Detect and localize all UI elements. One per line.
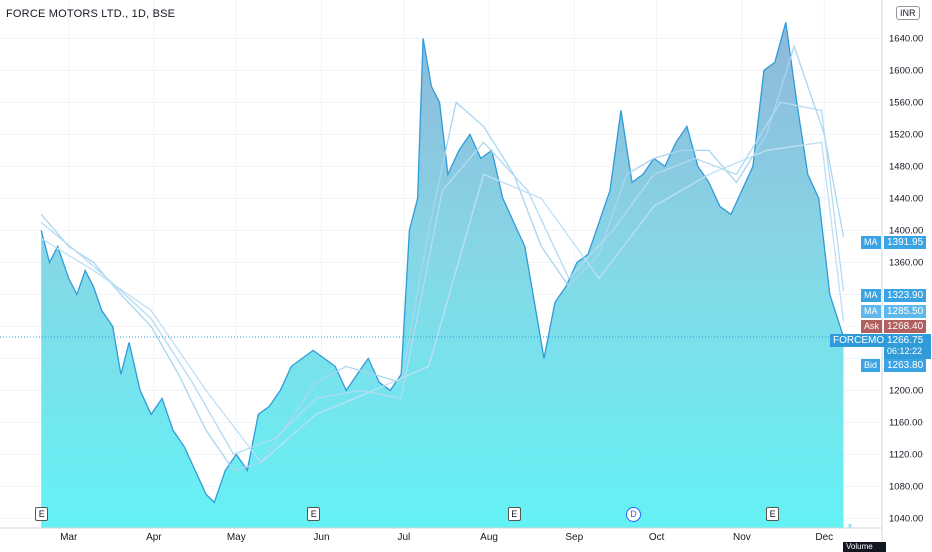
bid-value-tag: 1263.80 (884, 359, 927, 372)
time-tick-label: Nov (733, 532, 751, 543)
price-line (40, 22, 845, 504)
price-tick-label: 1040.00 (889, 513, 923, 524)
time-tick-label: Sep (565, 532, 583, 543)
ask-label: Ask (864, 321, 880, 331)
time-tick-label: Mar (60, 532, 78, 543)
time-tick-label: Jun (313, 532, 329, 543)
time-tick-label: Oct (649, 532, 665, 543)
ma-tag-label: MA (864, 237, 878, 247)
price-tick-label: 1400.00 (889, 225, 923, 236)
ma-tag: MA (861, 305, 881, 318)
price-area-fill (41, 22, 844, 529)
earnings-icon[interactable]: E (507, 507, 521, 521)
ask-value-tag: 1268.40 (884, 320, 927, 333)
bid-tag: Bid (861, 359, 881, 372)
price-area (40, 22, 845, 529)
currency-button[interactable]: INR (896, 6, 920, 20)
ma-value-tag: 1285.50 (884, 305, 927, 318)
volume-bar (848, 524, 852, 528)
time-tick-label: May (227, 532, 246, 543)
time-tick-label: Dec (815, 532, 833, 543)
time-axis: Mar Apr May Jun Jul Aug Sep Oct Nov Dec (0, 527, 882, 543)
time-tick-label: Jul (398, 532, 411, 543)
last-price-value: 1266.75 (887, 335, 924, 346)
earnings-icon[interactable]: E (35, 507, 49, 521)
price-tick-label: 1600.00 (889, 65, 923, 76)
ma-value-tag: 1391.95 (884, 236, 927, 249)
earnings-icon[interactable]: E (307, 507, 321, 521)
price-tick-label: 1640.00 (889, 33, 923, 44)
price-axis: 1040.001080.001120.001160.001200.001240.… (881, 0, 923, 550)
moving-average-lines (40, 44, 845, 472)
price-tick-label: 1440.00 (889, 193, 923, 204)
ma-tag: MA (861, 289, 881, 302)
dividend-icon[interactable]: D (625, 507, 641, 522)
ma-line (40, 141, 845, 464)
price-tick-label: 1160.00 (889, 417, 923, 428)
time-tick-label: Aug (480, 532, 498, 543)
ma-tag-label: MA (864, 306, 878, 316)
symbol-tag: FORCEMOT (830, 334, 894, 347)
price-tick-label: 1360.00 (889, 257, 923, 268)
price-tick-label: 1200.00 (889, 385, 923, 396)
price-tick-label: 1080.00 (889, 481, 923, 492)
price-tick-label: 1480.00 (889, 161, 923, 172)
volume-tag: Volume 375 (843, 542, 886, 552)
ma-tag: MA (861, 236, 881, 249)
ma-line (40, 44, 845, 472)
ma-value-tag: 1323.90 (884, 289, 927, 302)
ma-tag-label: MA (864, 290, 878, 300)
earnings-icon[interactable]: E (766, 507, 780, 521)
last-price-tag: 1266.75 06:12:22 (884, 334, 931, 359)
price-tick-label: 1520.00 (889, 129, 923, 140)
price-tick-label: 1120.00 (889, 449, 923, 460)
bid-label: Bid (864, 360, 878, 370)
time-tick-label: Apr (146, 532, 162, 543)
countdown: 06:12:22 (887, 346, 923, 356)
ask-tag: Ask (861, 320, 883, 333)
price-tick-label: 1560.00 (889, 97, 923, 108)
chart-title: FORCE MOTORS LTD., 1D, BSE (6, 8, 176, 20)
